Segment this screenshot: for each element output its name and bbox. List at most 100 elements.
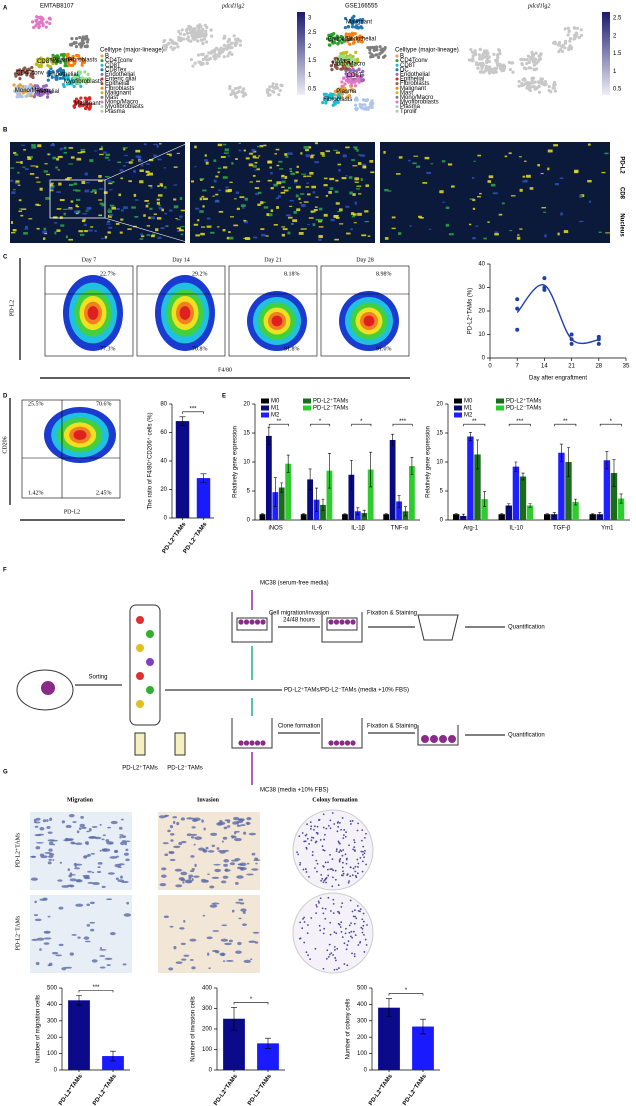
umap-cell bbox=[331, 60, 335, 64]
stain bbox=[560, 212, 564, 216]
colony bbox=[361, 927, 364, 930]
stained-cell bbox=[58, 906, 64, 910]
stained-cell bbox=[115, 877, 119, 881]
stain bbox=[44, 163, 48, 165]
stain bbox=[107, 220, 111, 223]
colony bbox=[362, 924, 365, 927]
stain bbox=[104, 156, 109, 159]
stain bbox=[365, 184, 369, 187]
legend-swatch bbox=[454, 405, 462, 411]
feature-cell bbox=[522, 77, 526, 81]
error-bar bbox=[179, 416, 186, 426]
significance-bracket bbox=[268, 423, 289, 427]
cell bbox=[243, 740, 250, 746]
y-tick-label: 500 bbox=[47, 986, 58, 992]
stain bbox=[11, 232, 16, 234]
stain bbox=[123, 148, 126, 151]
stain bbox=[56, 229, 61, 232]
umap-cell bbox=[66, 57, 70, 61]
colony bbox=[320, 873, 323, 876]
significance-bracket bbox=[182, 411, 204, 414]
umap-cell bbox=[357, 38, 362, 43]
feature-cell bbox=[208, 56, 212, 61]
legend-swatch bbox=[395, 54, 399, 58]
umap-cell bbox=[23, 88, 27, 92]
colony bbox=[357, 872, 359, 875]
stain bbox=[173, 198, 177, 201]
colony bbox=[353, 846, 356, 849]
colony bbox=[356, 904, 359, 907]
colony bbox=[351, 820, 354, 822]
stained-cell bbox=[33, 914, 39, 917]
bar bbox=[300, 514, 307, 520]
stain bbox=[203, 197, 208, 201]
feature-cell bbox=[567, 30, 571, 34]
stain bbox=[193, 223, 199, 226]
stain bbox=[517, 234, 520, 236]
error-bar bbox=[507, 503, 511, 508]
stain bbox=[307, 224, 311, 226]
stain bbox=[68, 147, 74, 149]
umap-cell bbox=[61, 69, 65, 73]
umap-cell bbox=[334, 37, 338, 41]
stain bbox=[318, 234, 323, 238]
colony bbox=[341, 854, 344, 857]
legend-swatch bbox=[395, 95, 399, 99]
colony bbox=[321, 877, 324, 880]
stain bbox=[364, 210, 369, 213]
stained-cell bbox=[223, 858, 230, 863]
stain bbox=[354, 177, 359, 181]
umap-cell bbox=[34, 19, 38, 23]
feature-cell bbox=[517, 84, 521, 88]
stained-cell bbox=[164, 853, 169, 857]
umap-cell bbox=[51, 60, 55, 64]
colony bbox=[340, 850, 343, 853]
stained-cell bbox=[251, 852, 256, 856]
stained-cell bbox=[234, 858, 241, 861]
stained-cell bbox=[43, 937, 52, 940]
stained-cell bbox=[105, 839, 110, 843]
legend-label: M2 bbox=[464, 413, 473, 419]
stain bbox=[300, 193, 305, 195]
stained-cell bbox=[202, 914, 206, 917]
stain bbox=[70, 156, 75, 159]
stain bbox=[100, 146, 103, 149]
colony bbox=[342, 837, 345, 840]
colony bbox=[325, 957, 328, 960]
stained-cell bbox=[39, 853, 45, 857]
stained-cell bbox=[180, 871, 188, 876]
stain bbox=[127, 228, 132, 230]
stain bbox=[472, 237, 476, 240]
legend-swatch bbox=[261, 405, 269, 411]
cluster-label: Mono/Macro bbox=[15, 88, 49, 94]
feature-cell bbox=[520, 81, 524, 86]
umap-cell bbox=[54, 61, 58, 65]
colony bbox=[341, 817, 344, 819]
stained-cell bbox=[35, 842, 44, 844]
stained-cell bbox=[119, 836, 122, 839]
colony bbox=[341, 902, 344, 905]
stain bbox=[315, 196, 319, 198]
tube-label: PD-L2⁻TAMs bbox=[167, 766, 202, 772]
error-bar bbox=[574, 498, 578, 506]
umap-cell bbox=[330, 95, 334, 100]
stain bbox=[281, 226, 286, 228]
umap-cell bbox=[41, 60, 46, 64]
stain bbox=[267, 179, 272, 182]
stain bbox=[445, 223, 450, 227]
stain bbox=[244, 197, 248, 201]
stained-cell bbox=[39, 948, 42, 951]
stained-cell bbox=[74, 865, 77, 868]
stain bbox=[258, 155, 261, 157]
colony bbox=[363, 933, 365, 936]
stain bbox=[156, 145, 159, 148]
stain bbox=[254, 161, 258, 164]
stain bbox=[296, 208, 301, 212]
colony bbox=[332, 876, 334, 879]
stain bbox=[335, 202, 340, 205]
feature-cell bbox=[167, 41, 171, 45]
colorbar-tick: 1 bbox=[613, 69, 617, 75]
stain bbox=[150, 216, 155, 220]
stained-cell bbox=[49, 817, 53, 822]
stain bbox=[30, 155, 33, 159]
